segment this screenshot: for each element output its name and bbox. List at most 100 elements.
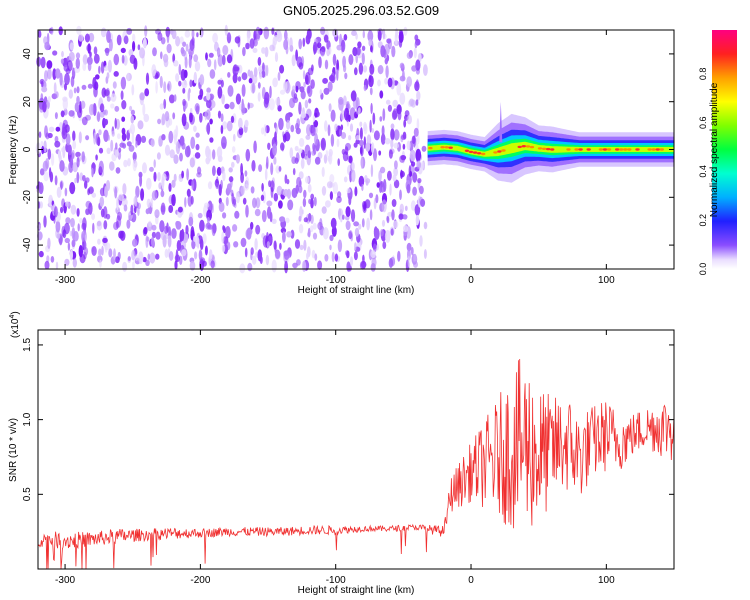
heatmap-cell (303, 81, 306, 88)
heatmap-cell (345, 206, 351, 218)
heatmap-cell (74, 102, 80, 113)
heatmap-cell (129, 54, 136, 64)
heatmap-cell (305, 134, 311, 140)
heatmap-cell (403, 26, 408, 36)
heatmap-cell (320, 45, 326, 53)
heatmap-cell (60, 181, 63, 190)
heatmap-cell (109, 161, 115, 171)
heatmap-cell (104, 109, 108, 116)
heatmap-cell (215, 182, 219, 190)
heatmap-cell (295, 122, 299, 131)
x-tick-label: 100 (598, 275, 615, 286)
heatmap-cell (208, 249, 213, 260)
heatmap-cell (189, 157, 195, 168)
heatmap-cell (210, 260, 215, 269)
heatmap-cell (185, 224, 189, 235)
snr-x-label: Height of straight line (km) (298, 585, 415, 596)
heatmap-cell (332, 53, 337, 66)
heatmap-cell (108, 38, 113, 52)
band-peak-mark (574, 148, 579, 151)
heatmap-cell (303, 217, 309, 223)
heatmap-cell (184, 197, 187, 208)
heatmap-cell (185, 43, 189, 52)
heatmap-cell (181, 113, 187, 127)
heatmap-cell (381, 219, 386, 227)
heatmap-cell (217, 110, 222, 119)
heatmap-cell (388, 258, 394, 268)
heatmap-cell (199, 74, 205, 86)
heatmap-cell (226, 54, 233, 64)
heatmap-cell (314, 112, 318, 118)
heatmap-cell (38, 30, 42, 38)
heatmap-cell (398, 31, 404, 43)
heatmap-cell (181, 170, 185, 179)
heatmap-cell (72, 140, 77, 150)
heatmap-cell (370, 263, 376, 272)
heatmap-cell (357, 107, 361, 114)
heatmap-cell (262, 62, 265, 73)
heatmap-cell (116, 34, 122, 46)
heatmap-cell (419, 185, 424, 195)
heatmap-cell (132, 41, 136, 52)
heatmap-cell (175, 221, 182, 230)
heatmap-cell (59, 160, 65, 172)
heatmap-cell (412, 186, 417, 196)
heatmap-cell (76, 208, 80, 217)
heatmap-cell (122, 261, 128, 272)
heatmap-cell (409, 98, 415, 107)
heatmap-cell (191, 29, 195, 39)
heatmap-cell (191, 179, 195, 190)
heatmap-cell (370, 142, 375, 154)
heatmap-cell (55, 91, 59, 99)
heatmap-cell (286, 231, 292, 238)
heatmap-cell (237, 37, 241, 48)
heatmap-cell (117, 211, 122, 221)
heatmap-cell (368, 192, 374, 199)
heatmap-cell (259, 256, 263, 264)
heatmap-cell (373, 227, 380, 240)
heatmap-cell (336, 196, 342, 203)
heatmap-cell (246, 30, 250, 44)
heatmap-cell (206, 92, 211, 101)
heatmap-cell (247, 102, 250, 110)
heatmap-cell (156, 152, 161, 160)
heatmap-cell (55, 126, 61, 132)
heatmap-cell (175, 36, 181, 47)
band-peak-mark (598, 148, 604, 151)
heatmap-cell (330, 134, 335, 147)
heatmap-cell (250, 221, 254, 230)
heatmap-cell (300, 111, 307, 119)
heatmap-cell (303, 239, 307, 251)
heatmap-cell (378, 170, 382, 182)
heatmap-cell (159, 75, 163, 89)
heatmap-cell (50, 26, 54, 35)
heatmap-cell (69, 182, 76, 195)
heatmap-cell (113, 248, 116, 260)
heatmap-cell (300, 158, 305, 170)
heatmap-cell (419, 235, 423, 247)
heatmap-cell (307, 85, 313, 98)
heatmap-cell (353, 142, 358, 148)
heatmap-cell (36, 56, 42, 67)
heatmap-cell (278, 200, 283, 209)
heatmap-cell (176, 240, 182, 252)
heatmap-cell (372, 243, 377, 253)
band-peak-mark (566, 148, 571, 151)
colorbar-gradient (712, 30, 737, 269)
heatmap-cell (206, 99, 212, 109)
heatmap-cell (402, 143, 406, 150)
heatmap-cell (61, 147, 65, 153)
heatmap-cell (209, 118, 213, 125)
heatmap-cell (184, 145, 191, 158)
heatmap-cell (155, 253, 160, 260)
heatmap-cell (415, 214, 420, 226)
heatmap-cell (118, 230, 124, 239)
heatmap-cell (147, 253, 151, 260)
heatmap-cell (209, 69, 216, 79)
heatmap-cell (41, 86, 48, 93)
heatmap-cell (127, 158, 131, 167)
heatmap-cell (369, 63, 375, 75)
heatmap-cell (409, 170, 413, 177)
heatmap-cell (370, 102, 373, 115)
heatmap-cell (343, 34, 348, 41)
